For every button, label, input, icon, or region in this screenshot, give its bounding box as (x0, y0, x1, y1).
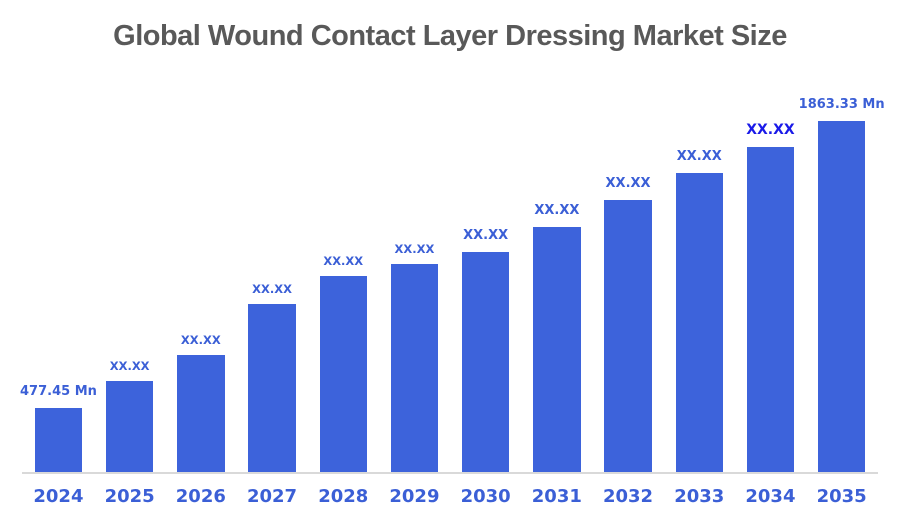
data-label-2029: XX.XX (394, 241, 435, 256)
data-label-2031: XX.XX (534, 203, 580, 218)
bar-2028 (319, 276, 367, 472)
x-axis-label-2032: 2032 (602, 486, 654, 507)
x-axis-line (22, 472, 878, 474)
x-axis-label-2027: 2027 (246, 486, 298, 507)
bar-2031 (533, 227, 581, 472)
bar-2032 (604, 200, 652, 472)
bar-2030 (461, 252, 510, 472)
x-axis-label-2033: 2033 (674, 486, 725, 507)
data-label-2032: XX.XX (605, 176, 651, 191)
x-axis-label-2031: 2031 (531, 486, 582, 507)
data-label-2028: XX.XX (323, 253, 364, 268)
bar-2035 (817, 121, 866, 472)
x-axis-label-2028: 2028 (318, 486, 369, 507)
x-axis-label-2030: 2030 (460, 486, 511, 507)
data-label-2027: XX.XX (252, 281, 292, 296)
bar-2029 (390, 264, 439, 472)
data-label-2024: 477.45 Mn (20, 384, 97, 399)
x-axis-label-2024: 2024 (33, 486, 84, 507)
x-axis-label-2034: 2034 (745, 486, 796, 507)
data-label-2034: XX.XX (746, 122, 795, 138)
data-label-2033: XX.XX (676, 149, 722, 164)
chart-title: Global Wound Contact Layer Dressing Mark… (113, 20, 787, 52)
bar-2025 (105, 381, 154, 472)
bar-2026 (177, 355, 225, 472)
x-axis-label-2035: 2035 (816, 486, 867, 507)
bar-2034 (746, 147, 795, 472)
bar-2027 (248, 304, 296, 472)
bar-2033 (675, 173, 723, 472)
data-label-2025: XX.XX (109, 358, 150, 373)
x-axis-label-2029: 2029 (389, 486, 440, 507)
x-axis-label-2025: 2025 (104, 486, 155, 507)
bar-2024 (34, 408, 83, 472)
x-axis-label-2026: 2026 (175, 486, 226, 507)
data-label-2030: XX.XX (463, 228, 509, 243)
data-label-2035: 1863.33 Mn (798, 97, 885, 112)
data-label-2026: XX.XX (180, 332, 221, 347)
